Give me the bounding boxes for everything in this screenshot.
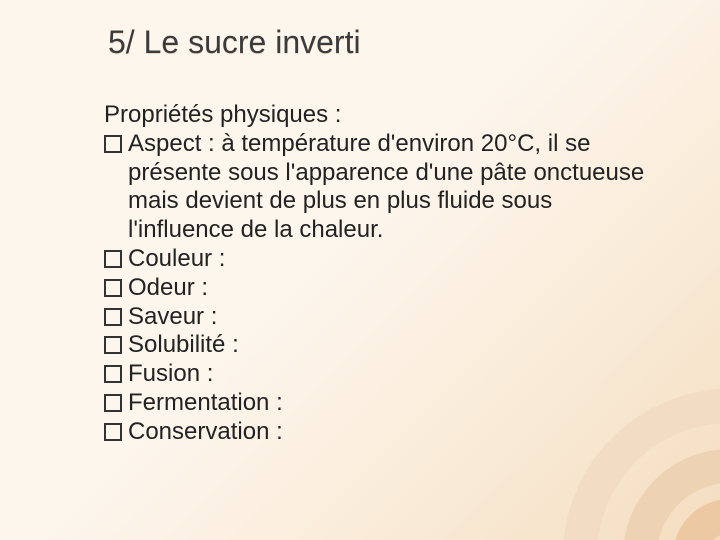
square-bullet-icon (104, 308, 122, 326)
body-text: Propriétés physiques : Aspect : à tempér… (104, 101, 660, 447)
square-bullet-icon (104, 279, 122, 297)
square-bullet-icon (104, 250, 122, 268)
list-item-text: Solubilité : (128, 331, 660, 360)
list-item: Solubilité : (104, 331, 660, 360)
list-item-text: Fermentation : (128, 389, 660, 418)
list-item: Couleur : (104, 245, 660, 274)
list-item: Saveur : (104, 303, 660, 332)
list-item-text: Conservation : (128, 418, 660, 447)
square-bullet-icon (104, 336, 122, 354)
list-item-text: Aspect : à température d'environ 20°C, i… (128, 130, 660, 245)
list-item: Conservation : (104, 418, 660, 447)
square-bullet-icon (104, 365, 122, 383)
list-item-text: Saveur : (128, 303, 660, 332)
list-item: Odeur : (104, 274, 660, 303)
square-bullet-icon (104, 135, 122, 153)
square-bullet-icon (104, 394, 122, 412)
list-item-text: Fusion : (128, 360, 660, 389)
slide-title: 5/ Le sucre inverti (108, 24, 660, 61)
square-bullet-icon (104, 423, 122, 441)
list-item: Fusion : (104, 360, 660, 389)
list-item: Aspect : à température d'environ 20°C, i… (104, 130, 660, 245)
lead-line: Propriétés physiques : (104, 101, 660, 130)
list-item-text: Odeur : (128, 274, 660, 303)
slide: 5/ Le sucre inverti Propriétés physiques… (0, 0, 720, 540)
list-item: Fermentation : (104, 389, 660, 418)
list-item-text: Couleur : (128, 245, 660, 274)
